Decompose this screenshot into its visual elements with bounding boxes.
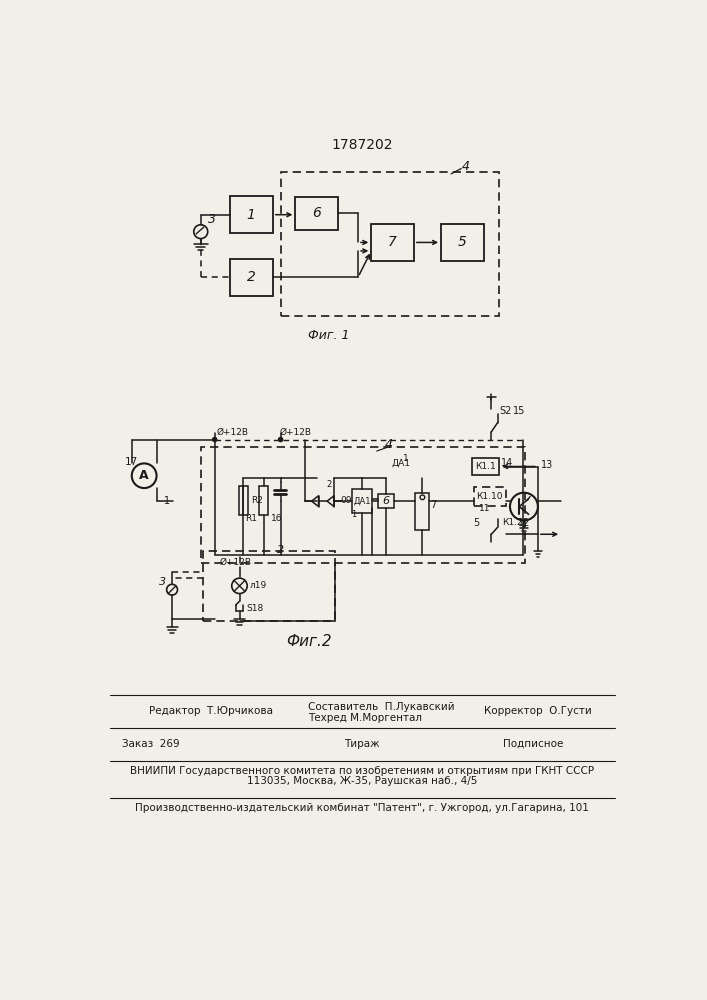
Text: Составитель  П.Лукавский: Составитель П.Лукавский <box>308 702 455 712</box>
Text: 17: 17 <box>125 457 139 467</box>
Text: Подписное: Подписное <box>503 739 563 749</box>
Text: Редактор  Т.Юрчикова: Редактор Т.Юрчикова <box>149 706 273 716</box>
Text: 1: 1 <box>164 496 170 506</box>
Text: л19: л19 <box>250 581 267 590</box>
Text: R2: R2 <box>251 496 263 505</box>
Text: 6: 6 <box>312 206 321 220</box>
Text: 5: 5 <box>457 235 467 249</box>
Text: S2: S2 <box>499 406 511 416</box>
Text: 1: 1 <box>247 208 255 222</box>
Text: 1: 1 <box>351 510 357 519</box>
Text: 6: 6 <box>382 496 390 506</box>
Bar <box>472 458 499 475</box>
Text: 113035, Москва, Ж-35, Раушская наб., 4/5: 113035, Москва, Ж-35, Раушская наб., 4/5 <box>247 776 477 786</box>
Text: Производственно-издательский комбинат "Патент", г. Ужгород, ул.Гагарина, 101: Производственно-издательский комбинат "П… <box>135 803 589 813</box>
Bar <box>378 494 394 508</box>
Text: 4: 4 <box>462 160 470 173</box>
Text: A: A <box>139 469 149 482</box>
Text: Корректор  О.Густи: Корректор О.Густи <box>484 706 591 716</box>
Text: 12: 12 <box>518 518 530 528</box>
Text: 16: 16 <box>271 514 283 523</box>
Bar <box>296 197 338 230</box>
Text: 7: 7 <box>430 500 436 510</box>
Bar <box>416 493 429 530</box>
Bar <box>281 172 499 316</box>
Text: 11: 11 <box>479 504 491 513</box>
Text: 1: 1 <box>403 454 409 463</box>
Text: Заказ  269: Заказ 269 <box>122 739 180 749</box>
Bar <box>474 487 506 506</box>
Text: 2: 2 <box>277 545 284 555</box>
Text: ВНИИПИ Государственного комитета по изобретениям и открытиям при ГКНТ СССР: ВНИИПИ Государственного комитета по изоб… <box>130 766 594 776</box>
Text: Фиг. 1: Фиг. 1 <box>308 329 349 342</box>
Text: Техред М.Моргентал: Техред М.Моргентал <box>308 713 421 723</box>
Text: 13: 13 <box>541 460 553 470</box>
Text: Ø+12В: Ø+12В <box>217 427 249 436</box>
Bar <box>239 486 248 515</box>
Bar <box>441 224 484 261</box>
Circle shape <box>279 438 283 441</box>
Text: 3: 3 <box>159 577 166 587</box>
Text: К1.1: К1.1 <box>475 462 496 471</box>
Bar <box>203 551 335 620</box>
Bar <box>259 486 268 515</box>
Bar <box>352 489 372 513</box>
Text: К1.10: К1.10 <box>477 492 503 501</box>
Text: ДА1: ДА1 <box>354 497 370 506</box>
Text: 1787202: 1787202 <box>331 138 392 152</box>
Text: 09: 09 <box>340 496 351 505</box>
Text: 15: 15 <box>513 406 525 416</box>
Text: R1: R1 <box>245 514 257 523</box>
Bar <box>230 259 273 296</box>
Text: ДА1: ДА1 <box>392 458 411 467</box>
Circle shape <box>213 438 216 441</box>
Text: Ø+12В: Ø+12В <box>220 558 252 567</box>
Text: 2: 2 <box>247 270 255 284</box>
Bar <box>201 447 525 563</box>
Text: S18: S18 <box>247 604 264 613</box>
Text: 2: 2 <box>326 480 332 489</box>
Text: Тираж: Тираж <box>344 739 380 749</box>
Text: К1.2: К1.2 <box>502 518 523 527</box>
Bar <box>371 224 414 261</box>
Text: Фиг.2: Фиг.2 <box>286 634 332 649</box>
Text: 5: 5 <box>474 518 480 528</box>
Text: 14: 14 <box>501 458 514 468</box>
Text: 3: 3 <box>208 213 216 226</box>
Text: 7: 7 <box>387 235 397 249</box>
Text: 4: 4 <box>385 438 393 451</box>
Bar <box>230 196 273 233</box>
Text: Ø+12В: Ø+12В <box>280 427 312 436</box>
